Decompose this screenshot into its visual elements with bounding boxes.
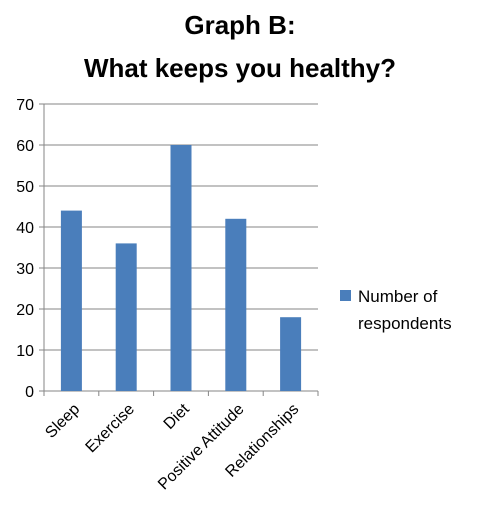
bar-positive-attitude [225, 218, 247, 391]
bar-sleep [60, 210, 82, 391]
y-tick-label: 30 [16, 261, 34, 278]
x-tick-label: Exercise [83, 401, 138, 456]
y-tick-label: 10 [16, 343, 34, 360]
y-tick-label: 0 [25, 384, 34, 401]
bar-diet [170, 145, 192, 391]
y-tick-label: 50 [16, 179, 34, 196]
y-tick-label: 40 [16, 220, 34, 237]
legend-swatch [340, 290, 351, 301]
x-tick-label: Diet [161, 400, 194, 433]
x-tick-label: Sleep [42, 401, 83, 442]
legend-label-line-1: Number of [358, 287, 438, 306]
legend: Number of respondents [340, 287, 452, 333]
legend-label-line-2: respondents [358, 314, 452, 333]
chart-title-line-1: Graph B: [184, 10, 295, 40]
y-tick-label: 70 [16, 97, 34, 114]
y-tick-label: 60 [16, 138, 34, 155]
chart-title-line-2: What keeps you healthy? [84, 53, 396, 83]
y-tick-label: 20 [16, 302, 34, 319]
bar-relationships [280, 317, 302, 391]
bar-exercise [115, 243, 137, 391]
